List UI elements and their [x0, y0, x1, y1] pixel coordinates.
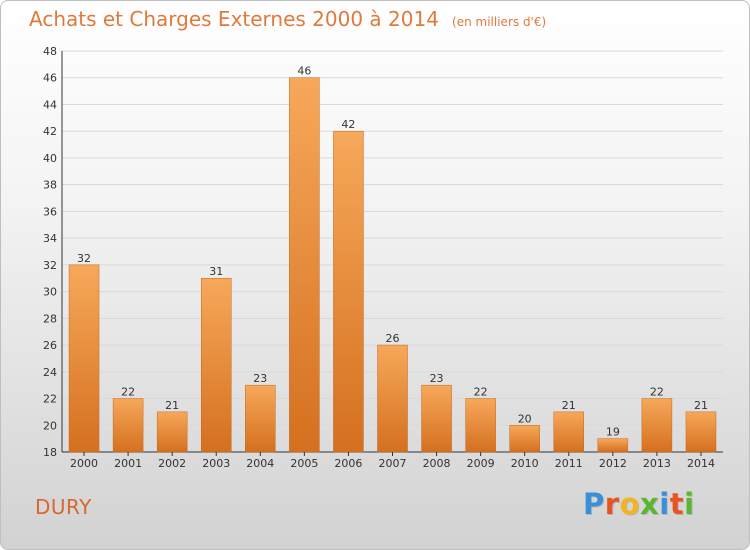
- logo-letter: P: [583, 487, 605, 521]
- data-label: 22: [474, 386, 488, 399]
- bar-2001: [112, 398, 144, 453]
- y-tick-label: 20: [43, 419, 57, 432]
- x-tick-label: 2004: [246, 457, 274, 470]
- bar-2007: [377, 344, 408, 453]
- data-label: 21: [694, 399, 708, 412]
- y-tick-label: 18: [43, 446, 57, 459]
- y-tick-label: 32: [43, 259, 57, 272]
- bar-2009: [465, 398, 496, 453]
- logo-letter: i: [659, 487, 670, 521]
- y-tick-label: 30: [43, 286, 57, 299]
- y-tick-label: 48: [43, 45, 57, 58]
- bar-2004: [245, 384, 276, 453]
- bar-2011: [553, 411, 585, 453]
- y-tick-label: 34: [43, 232, 57, 245]
- y-tick-label: 38: [43, 179, 57, 192]
- data-label: 21: [562, 399, 576, 412]
- bar-2000: [68, 264, 100, 453]
- bar-2006: [333, 130, 364, 453]
- bar-2003: [200, 277, 232, 453]
- data-label: 42: [341, 118, 355, 131]
- data-label: 22: [121, 386, 135, 399]
- bar-2008: [421, 384, 452, 453]
- logo-letter: i: [684, 487, 695, 521]
- y-tick-label: 44: [43, 98, 57, 111]
- title-row: Achats et Charges Externes 2000 à 2014 (…: [29, 7, 546, 31]
- data-label: 22: [650, 386, 664, 399]
- y-tick-label: 42: [43, 125, 57, 138]
- bar-2014: [685, 411, 717, 453]
- x-tick-label: 2014: [687, 457, 715, 470]
- y-tick-label: 22: [43, 393, 57, 406]
- x-tick-label: 2012: [599, 457, 627, 470]
- bar-2013: [641, 398, 673, 453]
- x-tick-label: 2010: [511, 457, 539, 470]
- x-tick-label: 2011: [555, 457, 583, 470]
- x-tick-label: 2003: [202, 457, 230, 470]
- logo-letter: t: [669, 487, 685, 521]
- x-tick-label: 2009: [467, 457, 495, 470]
- y-tick-label: 24: [43, 366, 57, 379]
- data-label: 23: [430, 372, 444, 385]
- x-tick-label: 2007: [379, 457, 407, 470]
- chart-subtitle: (en milliers d'€): [452, 15, 547, 29]
- x-tick-label: 2001: [114, 457, 142, 470]
- y-tick-label: 46: [43, 72, 57, 85]
- bar-2010: [509, 425, 540, 453]
- data-label: 21: [165, 399, 179, 412]
- y-tick-label: 40: [43, 152, 57, 165]
- logo-letter: x: [640, 487, 660, 521]
- data-label: 26: [386, 332, 400, 345]
- y-tick-label: 26: [43, 339, 57, 352]
- x-tick-label: 2002: [158, 457, 186, 470]
- y-tick-label: 28: [43, 312, 57, 325]
- x-tick-label: 2013: [643, 457, 671, 470]
- data-label: 46: [297, 65, 311, 78]
- x-tick-label: 2006: [334, 457, 362, 470]
- y-tick-label: 36: [43, 205, 57, 218]
- chart-title: Achats et Charges Externes 2000 à 2014: [29, 7, 439, 31]
- data-label: 20: [518, 412, 532, 425]
- data-label: 32: [77, 252, 91, 265]
- data-label: 23: [253, 372, 267, 385]
- data-label: 31: [209, 265, 223, 278]
- x-tick-label: 2005: [290, 457, 318, 470]
- x-tick-label: 2008: [423, 457, 451, 470]
- bar-2012: [597, 438, 629, 453]
- bar-2005: [289, 77, 320, 453]
- logo-letter: o: [619, 487, 641, 521]
- data-label: 19: [606, 426, 620, 439]
- commune-name: DURY: [35, 495, 92, 519]
- proxiti-logo: Proxiti: [583, 487, 695, 521]
- x-tick-label: 2000: [70, 457, 98, 470]
- bar-2002: [156, 411, 188, 453]
- logo-letter: r: [604, 487, 620, 521]
